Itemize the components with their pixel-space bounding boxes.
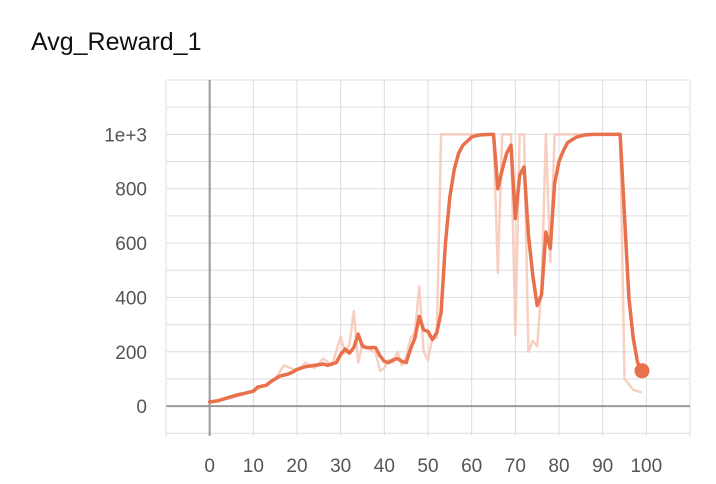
- raw-series-line: [209, 133, 643, 404]
- x-tick-label: 100: [630, 456, 662, 477]
- x-tick-label: 60: [461, 456, 482, 477]
- tick-labels: 0 10 20 30 40 50 60 70 80 90 100 0 200 400 600 800 1e+3: [104, 125, 662, 477]
- chart-title: Avg_Reward_1: [31, 28, 202, 56]
- smoothed-series-line: [207, 132, 644, 404]
- axes: [165, 80, 690, 436]
- y-tick-label: 600: [115, 234, 147, 255]
- y-tick-label: 200: [115, 343, 147, 364]
- x-tick-label: 50: [417, 456, 438, 477]
- final-point-marker: [634, 363, 650, 379]
- series-layer: [207, 132, 650, 404]
- x-tick-label: 30: [330, 456, 351, 477]
- x-tick-label: 0: [204, 456, 215, 477]
- y-tick-label: 400: [115, 288, 147, 309]
- x-tick-label: 90: [592, 456, 613, 477]
- y-tick-label: 1e+3: [104, 125, 147, 146]
- x-tick-label: 40: [374, 456, 395, 477]
- x-tick-label: 20: [286, 456, 307, 477]
- y-tick-label: 800: [115, 180, 147, 201]
- x-tick-label: 70: [505, 456, 526, 477]
- x-tick-label: 80: [548, 456, 569, 477]
- x-tick-label: 10: [243, 456, 264, 477]
- y-tick-label: 0: [136, 397, 147, 418]
